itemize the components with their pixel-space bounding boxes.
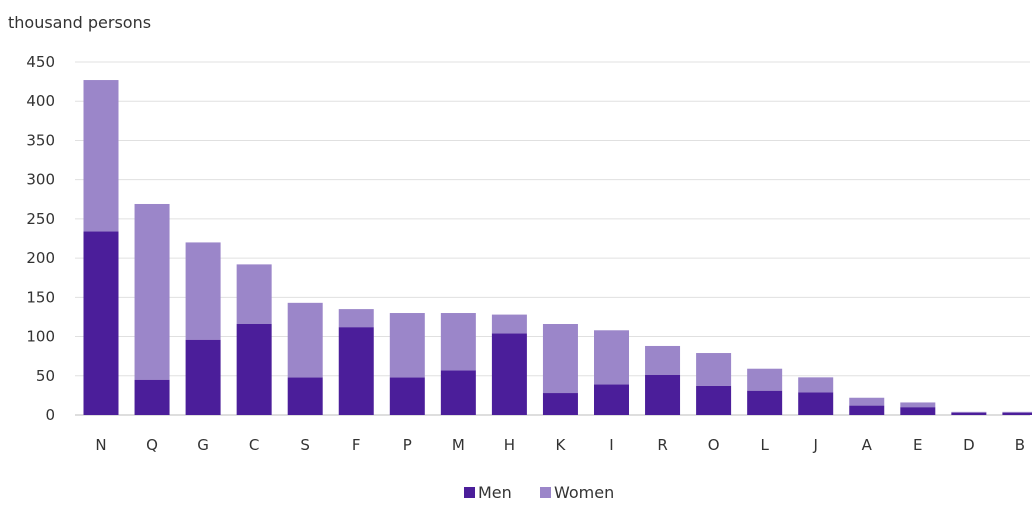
y-unit-label: thousand persons [8,13,151,32]
x-tick-label: N [95,436,106,454]
bar-segment-women [185,242,221,340]
x-tick-label: G [197,436,209,454]
gridlines [75,61,1030,416]
x-tick-label: E [913,436,922,454]
bar-segment-women [696,353,732,386]
bar-segment-women [798,377,834,393]
x-tick-label: M [452,436,465,454]
y-tick-label: 100 [26,328,55,346]
x-tick-label: R [657,436,667,454]
y-tick-label: 200 [26,249,55,267]
bar-segment-women [951,411,987,413]
bar-segment-women [542,324,578,394]
bar-segment-men [83,231,119,415]
x-tick-label: K [556,436,567,454]
bar-segment-women [645,345,681,375]
x-tick-label: I [609,436,613,454]
bar-segment-women [287,302,323,378]
x-tick-label: L [760,436,769,454]
y-tick-label: 300 [26,171,55,189]
x-tick-label: P [403,436,412,454]
bar-segment-women [236,264,272,325]
bar-segment-men [645,374,681,415]
bar-segment-women [389,313,425,378]
x-tick-label: B [1015,436,1025,454]
x-tick-label: A [862,436,873,454]
bar-segment-men [389,377,425,415]
bar-segment-women [134,203,170,380]
bar-segment-men [440,370,476,415]
y-tick-label: 250 [26,210,55,228]
bar-segment-women [83,80,119,232]
bars [83,80,1032,415]
bar-segment-men [747,390,783,415]
bar-segment-men [491,333,527,415]
x-tick-label: D [963,436,975,454]
bar-segment-women [1002,411,1032,413]
bar-segment-women [594,330,629,385]
bar-segment-women [747,368,783,391]
x-tick-label: Q [146,436,158,454]
bar-segment-men [1002,412,1032,415]
y-tick-label: 0 [45,406,55,424]
bar-segment-men [236,324,272,415]
legend-swatch-men [464,487,475,498]
bar-segment-men [338,327,374,415]
bar-segment-women [900,402,936,408]
y-tick-label: 50 [36,367,55,385]
bar-segment-women [440,313,476,371]
legend-label-men: Men [478,483,512,502]
legend-label-women: Women [554,483,614,502]
x-tick-label: C [249,436,259,454]
x-tick-label: H [504,436,515,454]
x-tick-label: J [812,436,817,454]
bar-segment-men [798,392,834,415]
legend: Men Women [464,483,614,502]
y-tick-label: 400 [26,92,55,110]
bar-segment-men [594,384,629,415]
x-tick-label: F [352,436,361,454]
bar-segment-men [849,405,885,415]
x-tick-label: O [708,436,720,454]
bar-segment-men [134,379,170,415]
bar-segment-men [951,412,987,415]
x-tick-label: S [300,436,310,454]
y-axis: 0 50 100 150 200 250 300 350 400 450 [26,53,55,424]
y-tick-label: 450 [26,53,55,71]
bar-segment-men [185,339,221,415]
y-tick-label: 150 [26,288,55,306]
y-tick-label: 350 [26,131,55,149]
bar-segment-women [491,314,527,334]
bar-segment-men [287,377,323,415]
bar-segment-men [900,407,936,415]
bar-segment-men [542,393,578,415]
bar-segment-women [849,397,885,406]
bar-segment-men [696,385,732,415]
legend-swatch-women [540,487,551,498]
bar-segment-women [338,309,374,328]
